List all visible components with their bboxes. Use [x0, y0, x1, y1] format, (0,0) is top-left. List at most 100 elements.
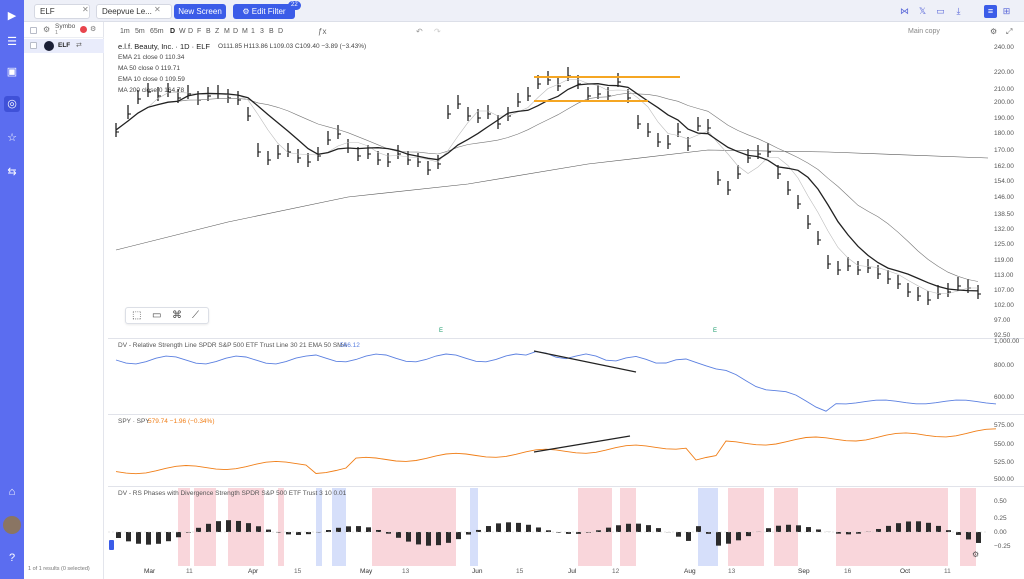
symbol-column-header[interactable]: Symbo [55, 23, 76, 30]
divergence-bar [676, 532, 681, 537]
divergence-bar [746, 532, 751, 537]
settings-icon[interactable]: ⚙ [43, 25, 51, 34]
comment-tool-icon[interactable]: ▭ [152, 310, 162, 321]
timeframe-option[interactable]: D [170, 28, 176, 35]
timeframe-option[interactable]: D [278, 28, 284, 35]
filter-icon[interactable]: ⚙ [90, 26, 97, 33]
divergence-bar [266, 529, 271, 532]
price-tick-label: 162.00 [994, 163, 1014, 170]
divergence-bar [556, 532, 561, 533]
chart-title: e.l.f. Beauty, Inc. · 1D · ELF [118, 42, 210, 51]
scroll-handle[interactable] [109, 540, 114, 550]
chart-settings-icon[interactable]: ⚙ [990, 27, 998, 36]
timeframe-option[interactable]: 1 [251, 28, 255, 35]
screen-select[interactable]: Deepvue Le... [96, 4, 172, 19]
timeframe-option[interactable]: 65m [150, 28, 164, 35]
divergence-bar [236, 520, 241, 532]
time-tick-label: 13 [728, 568, 736, 575]
logo-icon[interactable]: ▶ [7, 10, 17, 22]
ema10-line [115, 79, 978, 294]
charts-icon[interactable]: ▣ [6, 66, 18, 78]
camera-icon[interactable]: ▭ [936, 6, 945, 16]
alerts-icon[interactable]: ⇆ [7, 166, 17, 178]
timeframe-option[interactable]: M [242, 28, 248, 35]
clear-search-icon[interactable]: ✕ [82, 5, 89, 14]
download-icon[interactable]: ⤓ [956, 6, 961, 16]
redo-icon[interactable]: ↷ [434, 27, 441, 36]
divergence-bar [386, 532, 391, 534]
timeframe-option[interactable]: W [179, 28, 186, 35]
star-icon[interactable]: ☆ [7, 132, 17, 144]
price-tick-label: 97.00 [994, 317, 1011, 324]
divergence-bar [656, 528, 661, 532]
select-all-checkbox[interactable] [30, 27, 37, 34]
timeframe-option[interactable]: D [188, 28, 194, 35]
undo-icon[interactable]: ↶ [416, 27, 423, 36]
indicators-icon[interactable]: ƒx [318, 27, 327, 36]
swap-icon[interactable]: ⇄ [76, 42, 82, 49]
pattern-tool-icon[interactable]: ⌘ [172, 310, 182, 321]
divergence-bar [256, 526, 261, 532]
phase-band [836, 488, 948, 566]
avatar[interactable] [3, 516, 21, 534]
divergence-bar [736, 532, 741, 541]
timeframe-option[interactable]: F [197, 28, 202, 35]
rectangle-tool-icon[interactable]: ⬚ [132, 310, 142, 321]
divergence-bar [926, 522, 931, 532]
timeframe-option[interactable]: 3 [260, 28, 264, 35]
layout-name[interactable]: Main copy [908, 28, 940, 35]
divergence-bar [446, 532, 451, 543]
price-tick-label: 220.00 [994, 69, 1014, 76]
pane-tick-label: 525.00 [994, 459, 1014, 466]
rs-pane-title: DV - Relative Strength Line SPDR S&P 500… [118, 342, 347, 349]
line-tool-icon[interactable]: ⟋ [192, 310, 199, 321]
clear-screen-icon[interactable]: ✕ [154, 5, 161, 14]
phase-band [728, 488, 764, 566]
earnings-marker[interactable]: E [439, 328, 444, 334]
timeframe-option[interactable]: B [206, 28, 211, 35]
time-tick-label: 12 [612, 568, 620, 575]
row-checkbox[interactable] [30, 42, 37, 49]
new-screen-button[interactable]: New Screen [174, 4, 226, 19]
share-icon[interactable]: ⋈ [900, 6, 909, 16]
timeframe-option[interactable]: B [269, 28, 274, 35]
divergence-bar [436, 532, 441, 546]
divergence-bar [346, 526, 351, 532]
ohlc-readout: O111.85 H113.86 L109.03 C109.40 −3.89 (−… [218, 43, 367, 50]
fullscreen-icon[interactable]: ⤢ [1006, 27, 1013, 36]
timeframe-option[interactable]: D [233, 28, 239, 35]
divergence-bar [166, 532, 171, 542]
spy-pane-value: 579.74 −1.96 (−0.34%) [148, 418, 215, 425]
time-tick-label: Aug [684, 568, 696, 575]
layout-list-icon[interactable]: ≡ [984, 5, 997, 18]
earnings-marker[interactable]: E [713, 328, 718, 334]
timeframe-option[interactable]: Z [215, 28, 220, 35]
graduation-cap-icon[interactable]: ⌂ [8, 486, 16, 498]
divergence-bar [506, 522, 511, 532]
symbol-search-input[interactable]: ELF [34, 4, 90, 19]
watchlist-row[interactable]: ELF ⇄ [24, 39, 104, 53]
edit-filter-button[interactable]: ⚙ Edit Filter [233, 4, 295, 19]
remove-icon[interactable] [80, 26, 87, 33]
top-bar: ELF ✕ Deepvue Le... ✕ New Screen ⚙ Edit … [24, 0, 1024, 22]
timeframe-option[interactable]: 1m [120, 28, 130, 35]
timeframe-option[interactable]: M [224, 28, 230, 35]
divergence-bar [286, 532, 291, 535]
divergence-bar [626, 523, 631, 532]
x-social-icon[interactable]: 𝕏 [918, 6, 927, 16]
settings-gear-icon[interactable]: ⚙ [972, 550, 980, 559]
menu-icon[interactable]: ☰ [7, 36, 17, 48]
radar-icon[interactable]: ◎ [4, 96, 20, 112]
pane-tick-label: 1,000.00 [994, 338, 1020, 345]
results-footer: 1 of 1 results (0 selected) [28, 566, 90, 572]
pane-tick-label: 0.50 [994, 498, 1007, 505]
help-icon[interactable]: ? [8, 552, 16, 564]
layout-grid-icon[interactable]: ⊞ [1002, 6, 1011, 16]
price-tick-label: 132.00 [994, 226, 1014, 233]
phase-band [470, 488, 478, 566]
divergence-bar [896, 523, 901, 532]
divergence-bar [326, 530, 331, 532]
timeframe-option[interactable]: 5m [135, 28, 145, 35]
divergence-bar [426, 532, 431, 546]
price-chart[interactable] [108, 22, 1024, 579]
